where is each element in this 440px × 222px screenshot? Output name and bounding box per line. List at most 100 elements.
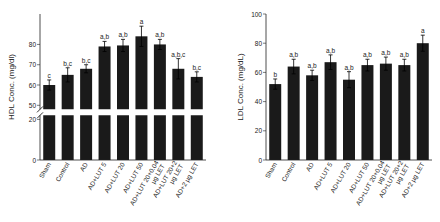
x-tick-label: Sham [264, 161, 279, 179]
annotation: a,b [326, 47, 335, 54]
plot-area [269, 35, 429, 160]
annotation: b [273, 71, 277, 78]
y-tick-label: 20 [255, 127, 263, 134]
bar [361, 65, 373, 160]
error-line [159, 39, 160, 49]
x-tick-label-line: Control [280, 161, 297, 183]
bar [135, 115, 147, 160]
annotation: a [421, 27, 425, 34]
error-cap [421, 35, 425, 36]
annotation: a,b [289, 51, 298, 58]
bar [99, 46, 111, 109]
error-cap [421, 51, 425, 52]
error-bar [347, 72, 351, 88]
error-line [349, 72, 350, 88]
y-axis-label: HDL Conc. (mg/dl) [7, 54, 16, 120]
error-line [67, 68, 68, 82]
bar [62, 115, 74, 160]
error-cap [158, 49, 162, 50]
error-cap [402, 59, 406, 60]
x-tick-label: AD [78, 161, 89, 173]
bar [269, 84, 281, 160]
error-line [196, 72, 197, 82]
x-tick-label: Sham [38, 161, 53, 179]
error-bar [402, 59, 406, 71]
y-tick [37, 64, 40, 65]
annotation: a,b [381, 49, 390, 56]
error-bar [329, 55, 333, 70]
error-line [385, 57, 386, 70]
y-tick [263, 72, 266, 73]
y-axis-line [40, 115, 41, 160]
chart-canvas: 02050607080cb,cb,ca,ba,baa,ba,b,cb,cSham… [0, 0, 440, 222]
x-tick-label-line: AD+2 µg LET [174, 161, 201, 199]
error-cap [329, 54, 333, 55]
y-axis-line [40, 14, 41, 109]
y-tick-label: 40 [255, 98, 263, 105]
error-line [86, 65, 87, 73]
error-line [141, 26, 142, 46]
bar [117, 45, 129, 109]
y-tick [37, 85, 40, 86]
bar [43, 115, 55, 160]
y-tick [37, 44, 40, 45]
error-bar [158, 39, 162, 49]
panel: 020406080100ba,ba,ba,ba,ba,ba,ba,baShamC… [236, 11, 433, 211]
error-bar [195, 72, 199, 82]
bar [154, 115, 166, 160]
error-cap [103, 41, 107, 42]
error-cap [195, 71, 199, 72]
break-mark [37, 112, 43, 118]
error-cap [121, 51, 125, 52]
error-cap [384, 70, 388, 71]
bar [154, 44, 166, 109]
error-line [422, 35, 423, 51]
x-tick-label-line: AD [304, 161, 315, 173]
y-tick [37, 105, 40, 106]
y-tick-label: 60 [255, 69, 263, 76]
y-axis-label: LDL Conc. (mg/dL) [236, 53, 245, 121]
error-cap [329, 69, 333, 70]
annotation: a,b,c [171, 51, 186, 58]
y-tick-label: 80 [255, 40, 263, 47]
bar [398, 65, 410, 160]
x-tick-label: AD+2 µg LET [174, 161, 201, 199]
bar [288, 67, 300, 160]
y-tick-label: 100 [251, 11, 262, 18]
error-cap [121, 39, 125, 40]
x-tick-label-line: Sham [38, 161, 53, 179]
error-cap [310, 70, 314, 71]
y-tick-label: 60 [29, 82, 37, 89]
error-cap [292, 59, 296, 60]
error-cap [310, 80, 314, 81]
y-tick-label: 50 [29, 102, 37, 109]
error-bar [84, 65, 88, 73]
y-tick [263, 43, 266, 44]
annotation: a,b [155, 31, 164, 38]
error-cap [347, 71, 351, 72]
x-tick-label-line: AD+2 µg LET [400, 161, 427, 199]
error-line [293, 59, 294, 74]
y-tick-label: 0 [32, 157, 36, 164]
x-axis-line [40, 160, 206, 161]
annotation: a,b [363, 51, 372, 58]
error-line [275, 79, 276, 89]
error-cap [139, 26, 143, 27]
error-cap [66, 81, 70, 82]
annotation: b,c [63, 60, 72, 67]
annotation: b,c [192, 64, 201, 71]
error-line [367, 59, 368, 71]
error-line [330, 55, 331, 70]
error-line [123, 39, 124, 51]
error-bar [384, 57, 388, 70]
error-cap [273, 89, 277, 90]
bar [417, 43, 429, 160]
error-cap [176, 58, 180, 59]
bar [343, 80, 355, 160]
y-tick [37, 160, 40, 161]
y-tick [263, 130, 266, 131]
annotation: a,b [100, 33, 109, 40]
error-bar [121, 39, 125, 51]
error-line [49, 80, 50, 90]
plot-area [43, 26, 203, 109]
